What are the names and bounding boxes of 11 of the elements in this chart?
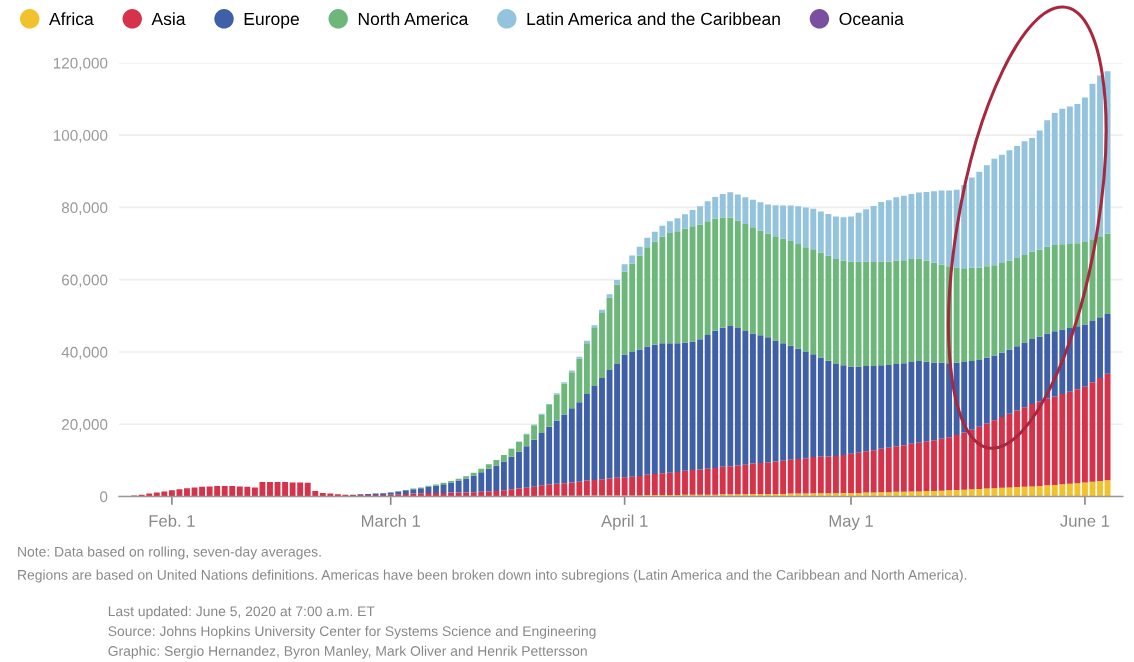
x-tick-label: Feb. 1 [149, 514, 195, 527]
legend-label: Europe [244, 12, 299, 29]
x-tick-label: April 1 [601, 514, 648, 531]
legend-label: North America [358, 12, 469, 26]
x-tick-label: March 1 [361, 514, 421, 527]
legend-label: Latin America and the Caribbean [527, 12, 780, 26]
x-tick-label: June 1 [1060, 515, 1110, 527]
legend-label: Africa [49, 12, 94, 26]
legend-label: Oceania [839, 12, 904, 26]
x-tick-label: May 1 [829, 515, 873, 531]
legend-label: Asia [151, 12, 186, 26]
